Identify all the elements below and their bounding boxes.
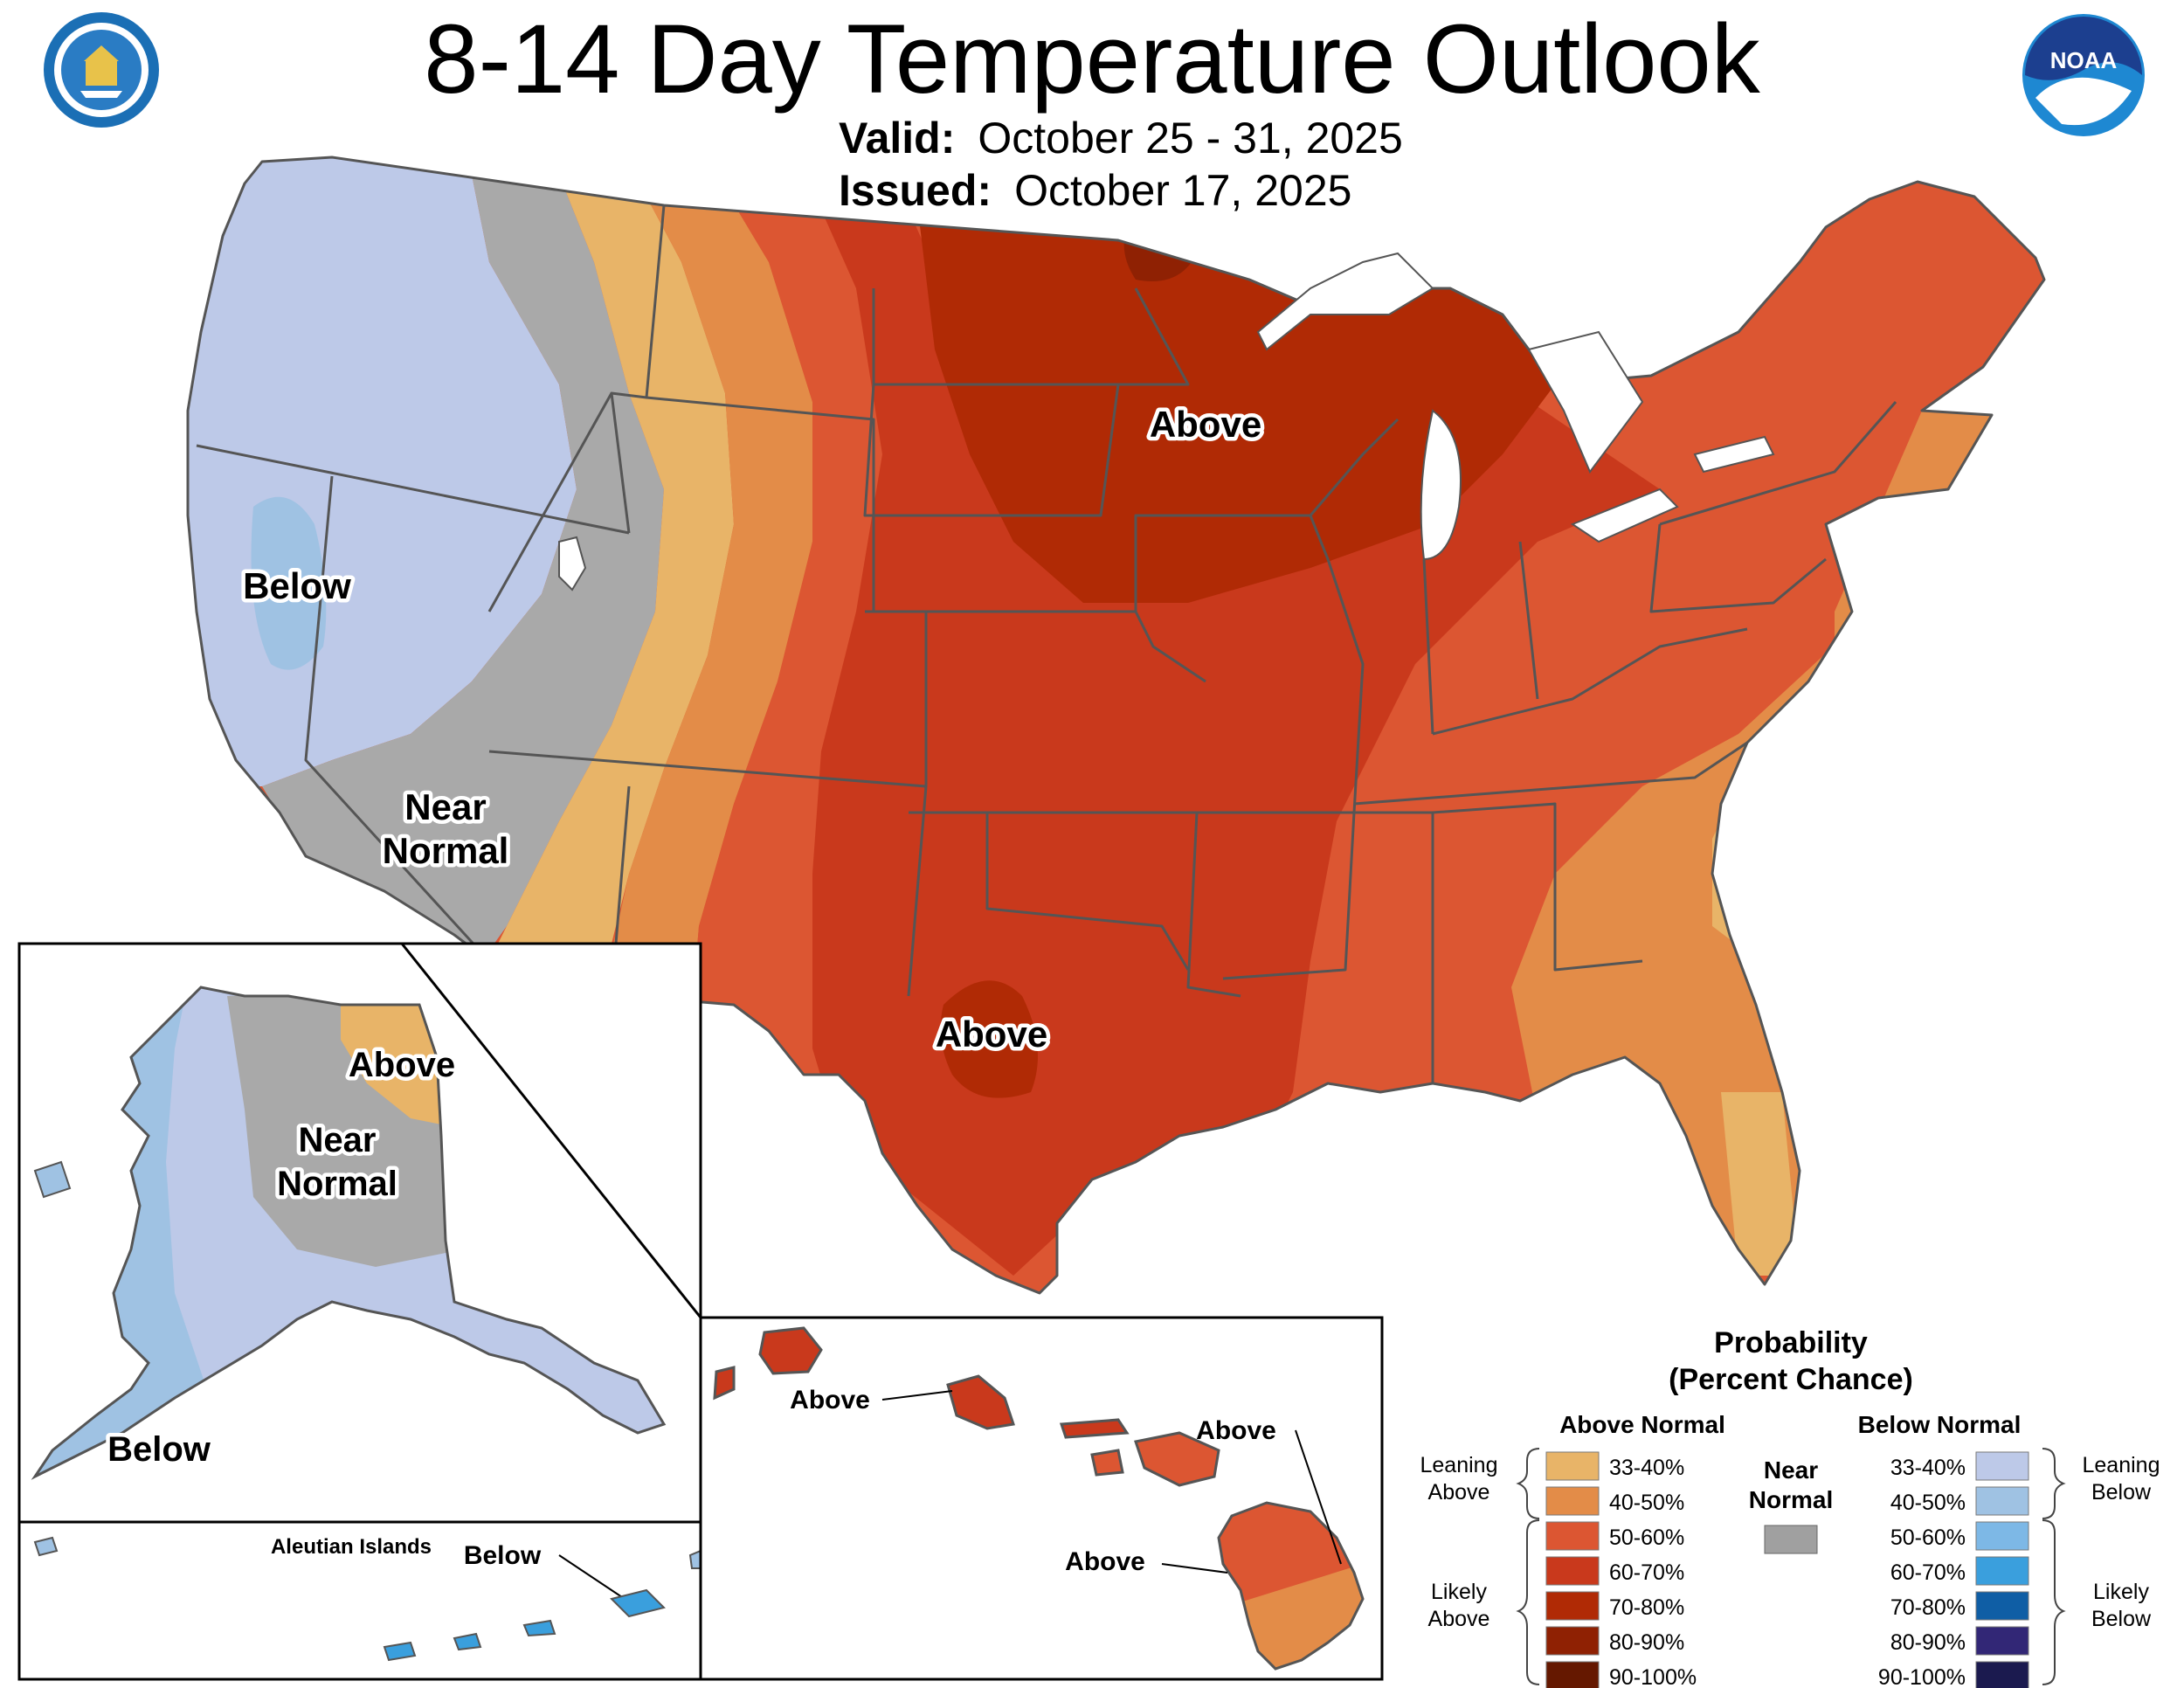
legend-above-swatch-2 <box>1545 1521 1600 1551</box>
issued-date: Issued: October 17, 2025 <box>839 166 1351 215</box>
noaa-logo-icon: NOAA <box>2022 14 2145 136</box>
great-salt-lake <box>558 536 587 591</box>
legend-likely-above-1: Likely <box>1431 1580 1487 1604</box>
legend-above-swatch-6 <box>1545 1661 1600 1688</box>
zone-above-70-80-texas <box>940 980 1038 1098</box>
legend-above-range-5: 80-90% <box>1609 1630 1684 1655</box>
zone-above-33-40 <box>463 157 734 1013</box>
zone-near-normal <box>262 157 664 987</box>
conus-map: Above Above Below Near Normal <box>186 156 2046 1295</box>
legend-title-2: (Percent Chance) <box>1669 1363 1913 1396</box>
legend-above-swatch-1 <box>1545 1486 1600 1516</box>
page-title: 8-14 Day Temperature Outlook <box>424 4 1760 114</box>
label-hawaii-maui: Above <box>1196 1416 1276 1445</box>
legend-below-swatch-5 <box>1975 1626 2029 1656</box>
legend-above-range-4: 70-80% <box>1609 1595 1684 1620</box>
legend-below-swatch-2 <box>1975 1521 2029 1551</box>
department-of-commerce-seal-icon <box>44 12 159 128</box>
label-hawaii-big-island: Above <box>1065 1547 1145 1576</box>
issued-label: Issued: <box>839 166 992 215</box>
label-above-north: Above <box>1150 404 1261 445</box>
label-aleutian-below: Below <box>464 1541 542 1570</box>
lake-superior <box>1256 252 1434 351</box>
legend-below-range-2: 50-60% <box>1890 1525 1966 1550</box>
alaska-inset: Above Near Normal Below <box>17 942 702 1524</box>
legend-below-rows: 33-40% 40-50% 50-60% 60-70% 70-80% 80-90% 90-1… <box>1878 1451 2029 1688</box>
legend-near-swatch <box>1764 1525 1818 1554</box>
legend-leaning-above-1: Leaning <box>1420 1453 1498 1477</box>
label-alaska-near-1: Near <box>299 1121 377 1159</box>
legend-above-swatch-5 <box>1545 1626 1600 1656</box>
lake-michigan <box>1420 409 1462 561</box>
legend-likely-below-2: Below <box>2091 1607 2152 1631</box>
zone-above-40-50 <box>594 157 812 1031</box>
zone-below-leaning <box>188 157 577 786</box>
issued-value: October 17, 2025 <box>1014 166 1352 215</box>
legend-below-swatch-1 <box>1975 1486 2029 1516</box>
legend-below-swatch-6 <box>1975 1661 2029 1688</box>
legend-likely-below-1: Likely <box>2093 1580 2149 1604</box>
valid-label: Valid: <box>839 114 956 163</box>
noaa-logo-text: NOAA <box>2050 47 2118 73</box>
legend-above-range-2: 50-60% <box>1609 1525 1684 1550</box>
label-near-normal-2: Normal <box>383 830 509 871</box>
legend-below-range-3: 60-70% <box>1890 1560 1966 1585</box>
legend-leaning-below-1: Leaning <box>2083 1453 2160 1477</box>
zone-above-33-40-florida <box>1721 1092 1800 1276</box>
legend-below-range-0: 33-40% <box>1890 1456 1966 1480</box>
legend-title-1: Probability <box>1714 1326 1868 1359</box>
legend-above-swatch-3 <box>1545 1556 1600 1586</box>
zone-above-50-60-west <box>690 157 882 1048</box>
legend-above-range-3: 60-70% <box>1609 1560 1684 1585</box>
legend-below-swatch-4 <box>1975 1591 2029 1621</box>
legend-above-swatch-4 <box>1545 1591 1600 1621</box>
legend-braces <box>1516 1448 2066 1685</box>
aleutian-title: Aleutian Islands <box>271 1535 432 1559</box>
zone-below-40-50 <box>251 496 327 670</box>
label-near-normal-1: Near <box>404 786 486 827</box>
legend-below-header: Below Normal <box>1858 1411 2022 1438</box>
legend-above-range-0: 33-40% <box>1609 1456 1684 1480</box>
label-hawaii-oahu: Above <box>790 1386 870 1415</box>
lake-ontario <box>1693 435 1775 474</box>
legend-leaning-below-2: Below <box>2091 1480 2152 1505</box>
legend-above-range-1: 40-50% <box>1609 1491 1684 1515</box>
legend-near-2: Normal <box>1749 1486 1833 1513</box>
legend-above-range-6: 90-100% <box>1609 1665 1697 1688</box>
valid-dates: Valid: October 25 - 31, 2025 <box>839 114 1403 163</box>
label-alaska-near-2: Normal <box>277 1165 397 1203</box>
lake-huron <box>1527 330 1644 474</box>
lake-erie <box>1570 488 1679 543</box>
label-above-texas: Above <box>936 1013 1047 1055</box>
aleutian-inset: Aleutian Islands Below <box>17 1520 702 1681</box>
legend-likely-above-2: Above <box>1428 1607 1490 1631</box>
legend-below-range-1: 40-50% <box>1890 1491 1966 1515</box>
legend-above-header: Above Normal <box>1559 1411 1725 1438</box>
label-alaska-above: Above <box>349 1046 455 1084</box>
valid-value: October 25 - 31, 2025 <box>978 114 1403 163</box>
label-alaska-below: Below <box>107 1430 211 1469</box>
legend-above-rows: 33-40% 40-50% 50-60% 60-70% 70-80% 80-90% 90-1… <box>1545 1451 1697 1688</box>
hawaii-inset: Above Above Above <box>699 1316 1384 1681</box>
legend-below-range-6: 90-100% <box>1878 1665 1966 1688</box>
legend-below-range-4: 70-80% <box>1890 1595 1966 1620</box>
legend-above-swatch-0 <box>1545 1451 1600 1481</box>
legend: Probability (Percent Chance) Above Norma… <box>1420 1326 2160 1688</box>
legend-below-swatch-3 <box>1975 1556 2029 1586</box>
label-below-west: Below <box>243 565 351 606</box>
legend-below-swatch-0 <box>1975 1451 2029 1481</box>
legend-near-1: Near <box>1764 1456 1818 1484</box>
legend-leaning-above-2: Above <box>1428 1480 1490 1505</box>
legend-below-range-5: 80-90% <box>1890 1630 1966 1655</box>
